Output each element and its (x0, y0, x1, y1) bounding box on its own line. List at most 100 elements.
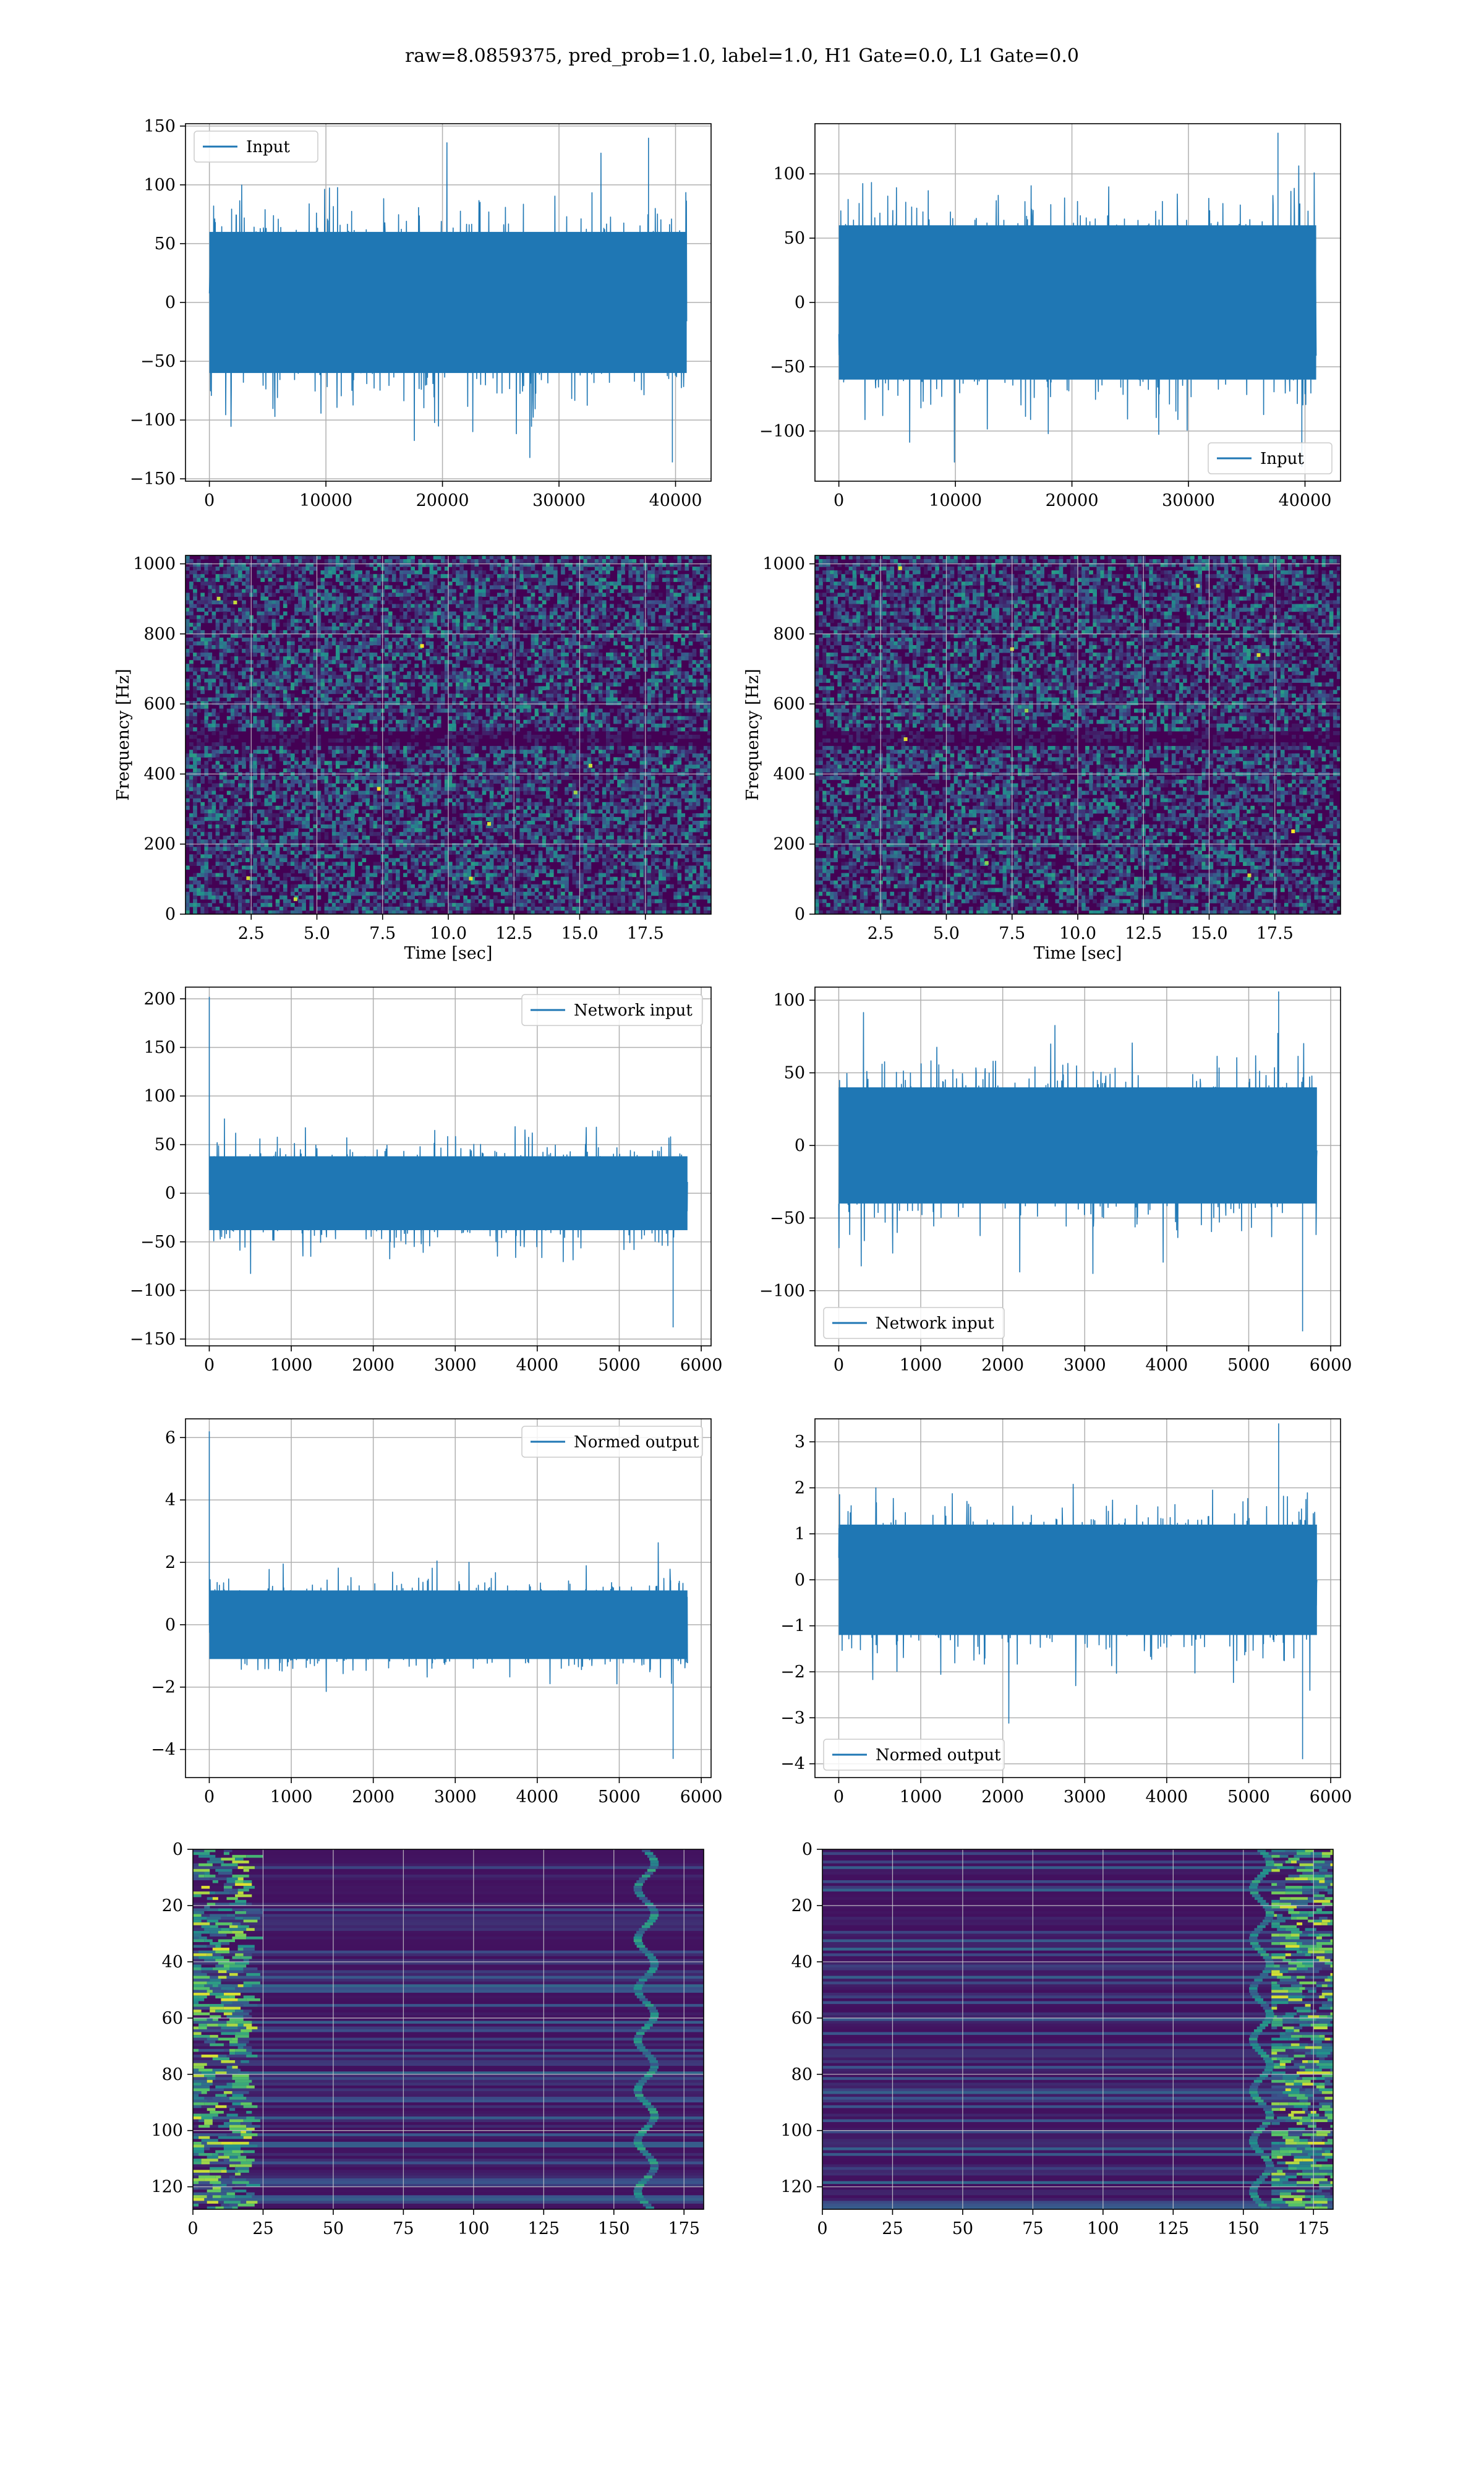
heatmap-cell (411, 865, 415, 870)
heatmap-cell (291, 869, 295, 874)
heatmap-cell (215, 742, 220, 747)
heatmap-cell (208, 869, 213, 874)
heatmap-cell (226, 716, 231, 721)
heatmap-cell (197, 794, 201, 799)
heatmap-cell (242, 764, 246, 769)
heatmap-cell (351, 843, 355, 847)
heatmap-cell (377, 671, 382, 675)
heatmap-cell (238, 787, 242, 792)
heatmap-cell (324, 906, 329, 911)
heatmap-cell (422, 555, 427, 560)
heatmap-cell (283, 727, 288, 732)
heatmap-cell (197, 753, 201, 758)
heatmap-cell (391, 574, 396, 578)
heatmap-cell (456, 869, 460, 874)
heatmap-cell (407, 888, 411, 892)
heatmap-cell (354, 902, 359, 907)
heatmap-cell (347, 850, 351, 855)
heatmap-cell (200, 802, 205, 807)
heatmap-cell (320, 884, 325, 889)
heatmap-cell (238, 622, 242, 627)
heatmap-cell (219, 910, 224, 914)
heatmap-cell (485, 854, 490, 858)
heatmap-cell (204, 761, 209, 765)
heatmap-cell (456, 906, 460, 911)
heatmap-cell (242, 690, 246, 695)
heatmap-cell (226, 649, 231, 653)
series-core-band (838, 225, 1316, 380)
heatmap-cell (467, 604, 472, 609)
heatmap-cell (189, 716, 194, 721)
heatmap-cell (440, 746, 445, 750)
heatmap-cell (391, 693, 396, 698)
heatmap-cell (275, 716, 280, 721)
heatmap-cell (388, 618, 393, 623)
heatmap-cell (309, 664, 314, 668)
y-tick-label: −50 (770, 357, 805, 377)
heatmap-cell (268, 836, 273, 840)
heatmap-cell (425, 880, 430, 885)
heatmap-cell (286, 809, 291, 814)
series-core-band (209, 231, 687, 374)
heatmap-cell (452, 708, 456, 713)
heatmap-cell (373, 645, 378, 649)
heatmap-cell (257, 615, 262, 620)
heatmap-cell (223, 611, 228, 616)
heatmap-cell (463, 794, 467, 799)
heatmap-cell (399, 832, 404, 836)
heatmap-cell (245, 723, 250, 728)
heatmap-cell (377, 678, 382, 683)
heatmap-cell (294, 719, 299, 724)
heatmap-cell (411, 884, 415, 889)
heatmap-cell (474, 622, 479, 627)
heatmap-cell (275, 858, 280, 862)
heatmap-cell (456, 880, 460, 885)
heatmap-cell (343, 787, 348, 792)
heatmap-cell (339, 731, 344, 735)
heatmap-cell (384, 836, 389, 840)
heatmap-cell (283, 876, 288, 881)
y-tick-label: −150 (130, 469, 176, 489)
heatmap-cell (391, 671, 396, 675)
heatmap-cell (452, 753, 456, 758)
heatmap-cell (456, 843, 460, 847)
heatmap-cell (459, 708, 464, 713)
heatmap-cell (365, 607, 370, 612)
heatmap-cell (335, 626, 340, 631)
heatmap-cell (204, 764, 209, 769)
heatmap-cell (268, 798, 273, 803)
heatmap-cell (283, 735, 288, 739)
heatmap-cell (399, 641, 404, 646)
heatmap-cell (456, 690, 460, 695)
heatmap-cell (396, 593, 400, 597)
heatmap-cell (440, 615, 445, 620)
heatmap-cell (331, 704, 336, 709)
heatmap-cell (331, 701, 336, 706)
heatmap-cell (369, 704, 374, 709)
heatmap-cell (373, 727, 378, 732)
heatmap-cell (230, 906, 235, 911)
heatmap-cell (193, 641, 197, 646)
heatmap-cell (459, 847, 464, 851)
heatmap-cell (384, 738, 389, 743)
heatmap-cell (365, 656, 370, 661)
heatmap-cell (444, 858, 449, 862)
heatmap-cell (478, 693, 483, 698)
heatmap-cell (286, 664, 291, 668)
heatmap-cell (320, 798, 325, 803)
heatmap-cell (433, 910, 438, 914)
heatmap-cell (317, 832, 322, 836)
heatmap-cell (186, 757, 190, 761)
heatmap-cell (298, 567, 302, 571)
heatmap-cell (211, 660, 216, 664)
heatmap-cell (384, 723, 389, 728)
heatmap-cell (226, 708, 231, 713)
heatmap-cell (294, 906, 299, 911)
heatmap-cell (456, 708, 460, 713)
heatmap-cell (388, 641, 393, 646)
heatmap-cell (339, 563, 344, 567)
heatmap-cell (452, 589, 456, 593)
heatmap-cell (324, 850, 329, 855)
heatmap-cell (351, 682, 355, 687)
heatmap-cell (215, 622, 220, 627)
